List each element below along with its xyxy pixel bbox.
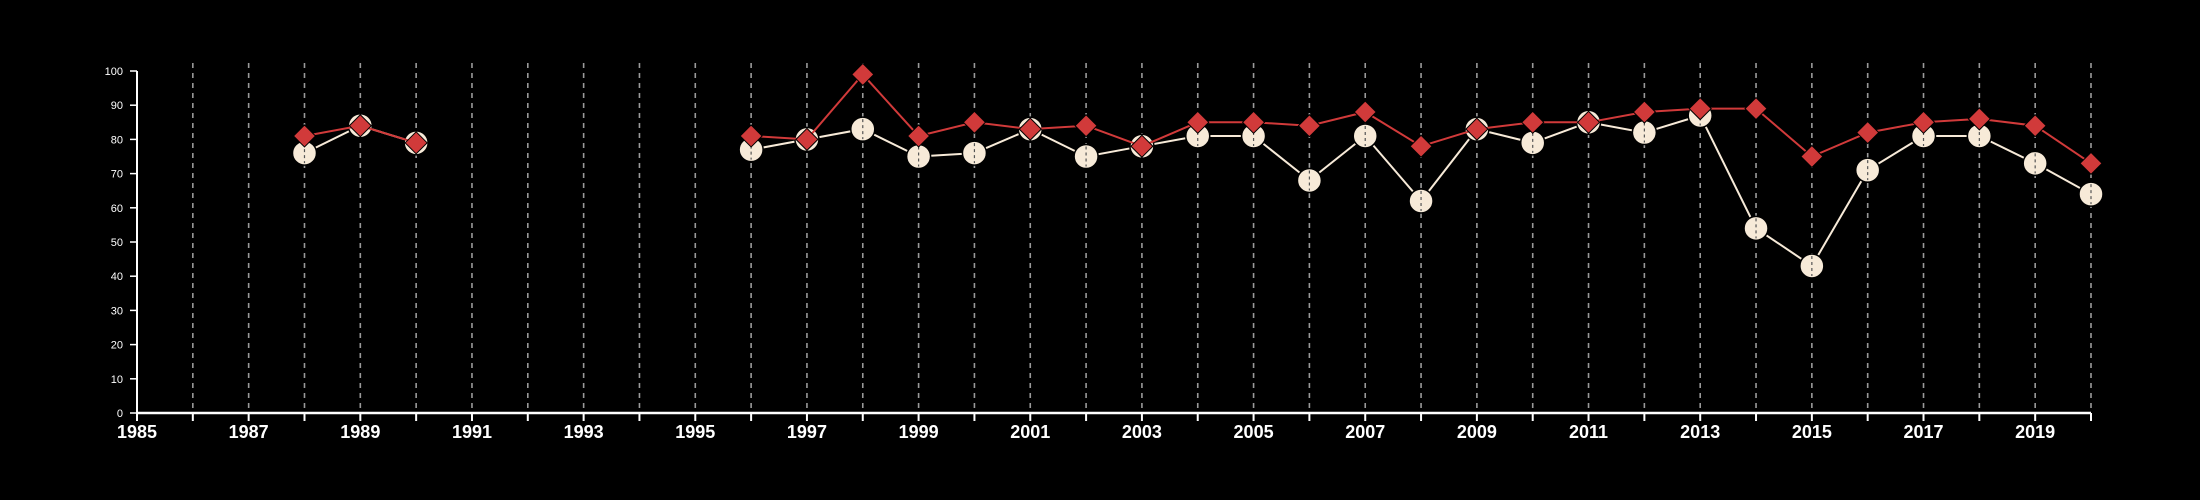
series-1 — [291, 102, 2104, 279]
x-tick-label: 2011 — [1569, 422, 1608, 442]
x-tick-label: 1991 — [452, 422, 492, 442]
data-point-diamond — [1465, 117, 1489, 141]
y-tick-label: 0 — [117, 408, 123, 420]
data-point-diamond — [404, 131, 428, 155]
y-tick-label: 70 — [111, 169, 123, 181]
y-tick-label: 60 — [111, 203, 123, 215]
x-tick-label: 2007 — [1345, 422, 1385, 442]
data-point-circle — [2022, 150, 2048, 177]
data-point-circle — [1743, 215, 1769, 242]
data-point-diamond — [1186, 110, 1210, 135]
x-tick-label: 2009 — [1457, 422, 1497, 442]
y-tick-label: 10 — [111, 374, 123, 386]
x-tick-label: 1999 — [899, 422, 939, 442]
data-point-diamond — [1576, 110, 1601, 135]
data-point-circle — [1854, 157, 1881, 183]
data-point-circle — [2078, 181, 2104, 207]
y-tick-label: 80 — [111, 134, 123, 146]
x-tick-label: 2019 — [2015, 422, 2055, 442]
data-point-diamond — [1688, 96, 1712, 121]
data-point-diamond — [1911, 110, 1936, 135]
data-point-diamond — [1521, 110, 1545, 135]
data-point-diamond — [1297, 114, 1322, 138]
data-point-diamond — [1241, 110, 1266, 135]
data-series — [291, 62, 2104, 279]
data-point-circle — [1408, 188, 1434, 214]
grid-lines — [192, 63, 2092, 413]
axes: 0 10 20 30 40 50 60 70 80 90 100 1985 1987 1989 1991 19… — [105, 66, 2092, 442]
data-point-diamond — [2023, 114, 2047, 138]
data-point-diamond — [1800, 144, 1824, 169]
data-point-circle — [1073, 143, 1099, 170]
x-tick-label: 2017 — [1903, 422, 1943, 442]
data-point-diamond — [1409, 134, 1433, 158]
data-point-diamond — [2079, 151, 2103, 176]
data-point-diamond — [1018, 117, 1042, 141]
y-tick-label: 50 — [111, 237, 123, 249]
x-tick-label: 1997 — [787, 422, 827, 442]
data-point-diamond — [1632, 100, 1657, 124]
data-point-diamond — [1744, 96, 1768, 121]
y-tick-label: 30 — [111, 305, 123, 317]
x-tick-label: 2015 — [1792, 422, 1832, 442]
x-tick-label: 1989 — [340, 422, 380, 442]
data-point-diamond — [906, 124, 931, 148]
y-tick-label: 20 — [111, 340, 123, 352]
y-tick-label: 100 — [105, 66, 123, 78]
series-2 — [292, 62, 2103, 176]
data-point-circle — [850, 116, 876, 142]
data-point-diamond — [1074, 114, 1098, 138]
data-point-diamond — [1353, 100, 1377, 124]
data-point-diamond — [962, 110, 987, 135]
data-point-diamond — [1855, 120, 1880, 145]
data-point-diamond — [292, 124, 317, 148]
x-tick-label: 1995 — [675, 422, 715, 442]
data-point-diamond — [1967, 107, 1992, 131]
data-point-diamond — [851, 62, 875, 87]
y-tick-label: 90 — [111, 100, 123, 112]
x-tick-label: 1987 — [229, 422, 269, 442]
x-tick-label: 2005 — [1234, 422, 1274, 442]
data-point-diamond — [348, 114, 373, 138]
x-tick-label: 1993 — [564, 422, 604, 442]
data-point-circle — [961, 140, 988, 166]
y-tick-label: 40 — [111, 271, 123, 283]
data-point-diamond — [739, 124, 763, 148]
x-tick-label: 2003 — [1122, 422, 1162, 442]
data-point-circle — [1799, 253, 1825, 279]
x-tick-label: 1985 — [117, 422, 157, 442]
data-point-circle — [1296, 167, 1323, 194]
x-tick-label: 2001 — [1010, 422, 1050, 442]
data-point-diamond — [1130, 134, 1154, 158]
x-tick-label: 2013 — [1680, 422, 1720, 442]
data-point-diamond — [795, 127, 819, 152]
data-point-circle — [1352, 123, 1378, 149]
